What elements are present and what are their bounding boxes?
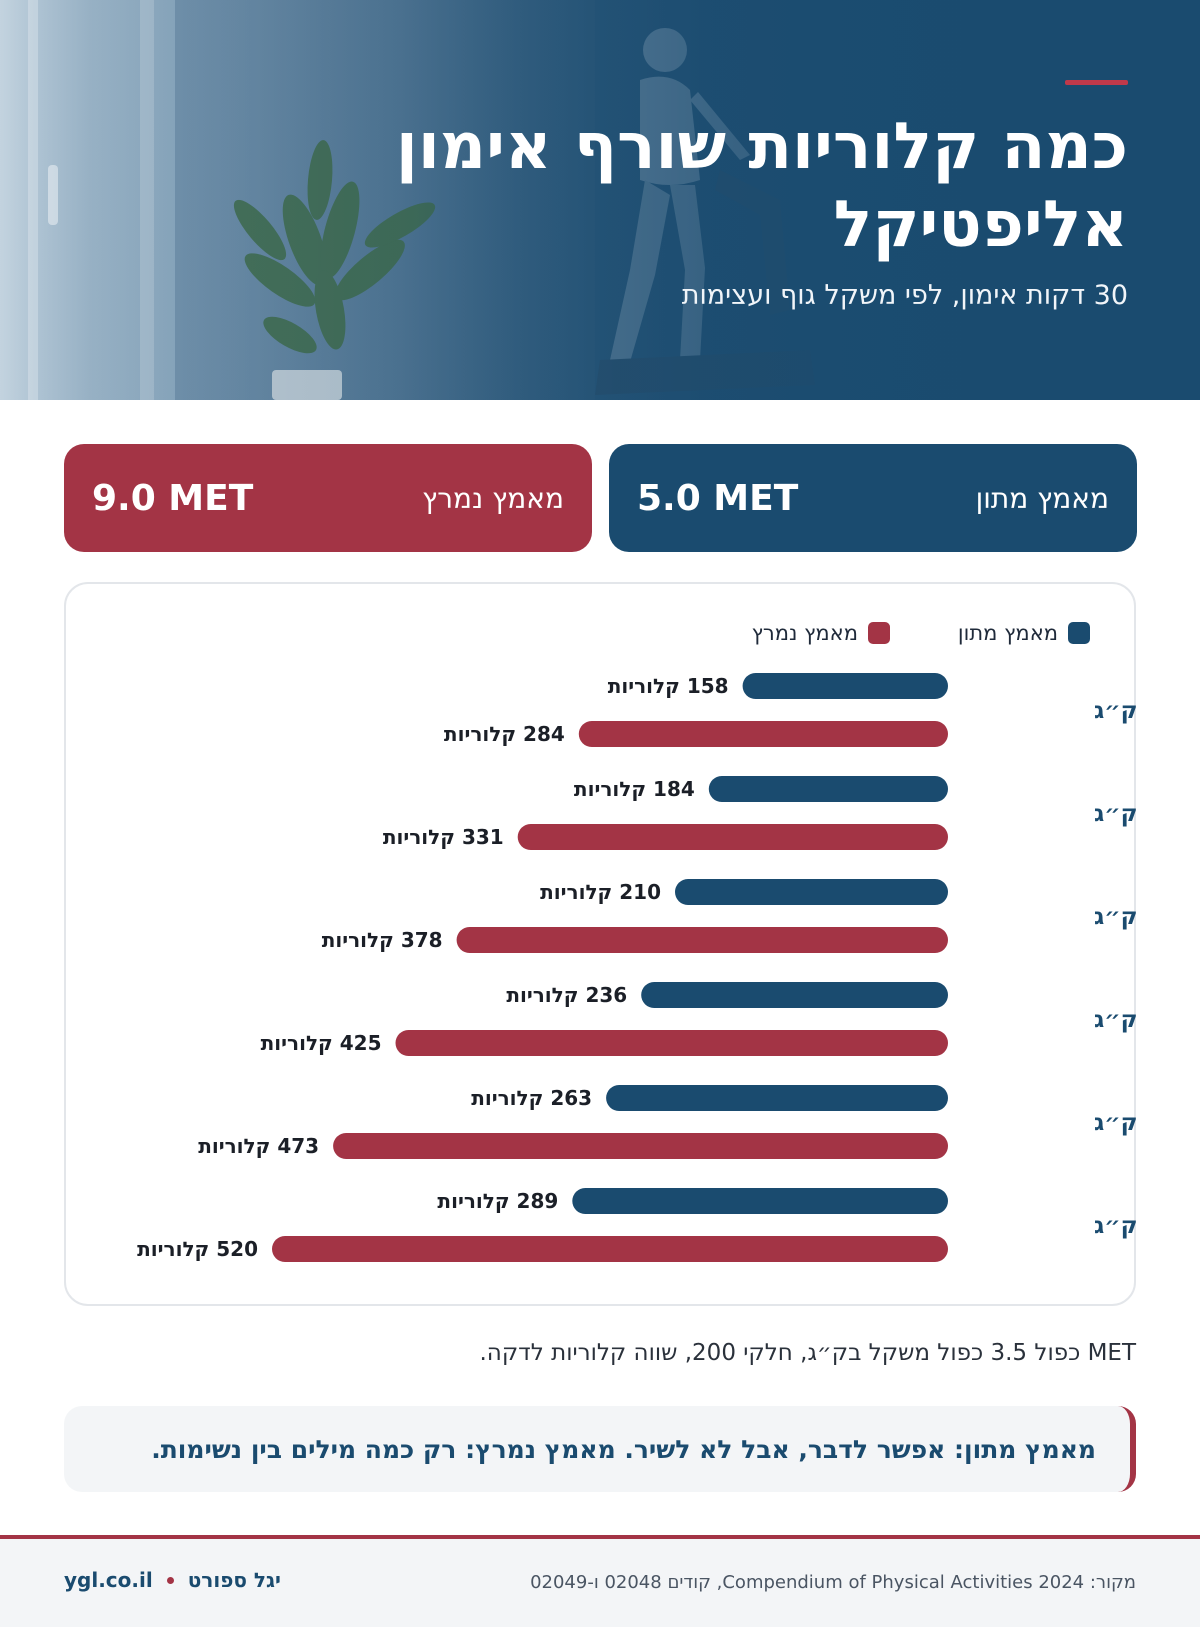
bar-value-label: 289 קלוריות (437, 1189, 558, 1213)
category-label: 60 ק״ג (1094, 698, 1136, 724)
legend-label-moderate: מאמץ מתון (957, 621, 1058, 645)
bar-vigorous (333, 1133, 949, 1159)
footer-site-link[interactable]: ygl.co.il (64, 1568, 153, 1592)
legend-item-moderate: מאמץ מתון (958, 620, 1090, 646)
bar-vigorous (578, 721, 948, 747)
legend-label-vigorous: מאמץ נמרץ (751, 621, 858, 645)
category-label: 70 ק״ג (1094, 801, 1136, 827)
page-title: כמה קלוריות שורף אימון אליפטיקל (395, 110, 1128, 262)
legend-item-vigorous: מאמץ נמרץ (752, 620, 890, 646)
bar-value-label: 184 קלוריות (574, 777, 695, 801)
hero-banner: כמה קלוריות שורף אימון אליפטיקל 30 דקות … (0, 0, 1200, 400)
bar-moderate (572, 1188, 948, 1214)
footer (0, 1539, 1200, 1627)
calorie-bar-chart: 60 ק״ג 158 קלוריות 284 קלוריות 70 ק״ג 184 קל… (137, 673, 1136, 1262)
title-accent-line (1065, 80, 1128, 85)
footer-brand-name: יגל ספורט (187, 1568, 281, 1592)
bar-value-label: 263 קלוריות (471, 1086, 592, 1110)
bar-value-label: 284 קלוריות (444, 722, 565, 746)
bar-vigorous (395, 1030, 948, 1056)
met-label-vigorous: מאמץ נמרץ (422, 481, 564, 515)
hero-overlay (0, 0, 1200, 400)
category-label: 80 ק״ג (1094, 904, 1136, 930)
bar-moderate (675, 879, 948, 905)
bar-value-label: 210 קלוריות (540, 880, 661, 904)
bar-moderate (742, 673, 948, 699)
bar-moderate (641, 982, 948, 1008)
met-value-vigorous: 9.0 MET (92, 477, 254, 519)
bar-vigorous (517, 824, 948, 850)
bar-value-label: 520 קלוריות (137, 1237, 258, 1261)
effort-tip-text: מאמץ מתון: אפשר לדבר, אבל לא לשיר. מאמץ … (151, 1434, 1096, 1464)
effort-tip-box: מאמץ מתון: אפשר לדבר, אבל לא לשיר. מאמץ … (64, 1406, 1136, 1492)
bar-value-label: 236 קלוריות (506, 983, 627, 1007)
bar-value-label: 473 קלוריות (198, 1134, 319, 1158)
footer-source: מקור: Compendium of Physical Activities … (530, 1572, 1136, 1593)
bar-vigorous (272, 1236, 948, 1262)
bar-value-label: 378 קלוריות (322, 928, 443, 952)
bar-moderate (606, 1085, 948, 1111)
bar-value-label: 425 קלוריות (261, 1031, 382, 1055)
category-label: 110 ק״ג (1094, 1213, 1136, 1239)
met-card-vigorous: 9.0 MET מאמץ נמרץ (64, 444, 592, 552)
met-value-moderate: 5.0 MET (637, 477, 799, 519)
bar-value-label: 331 קלוריות (383, 825, 504, 849)
met-card-moderate: 5.0 MET מאמץ מתון (609, 444, 1137, 552)
legend-swatch-moderate (1068, 622, 1090, 644)
footer-separator-dot (166, 1576, 174, 1584)
bar-moderate (708, 776, 948, 802)
category-label: 90 ק״ג (1094, 1007, 1136, 1033)
footer-brand: ygl.co.il יגל ספורט (64, 1568, 281, 1592)
category-label: 100 ק״ג (1094, 1110, 1136, 1136)
formula-note: MET כפול 3.5 כפול משקל בק״ג, חלקי 200, ש… (479, 1340, 1136, 1366)
bar-vigorous (456, 927, 948, 953)
met-label-moderate: מאמץ מתון (975, 481, 1109, 515)
legend-swatch-vigorous (868, 622, 890, 644)
footer-divider (0, 1535, 1200, 1539)
bar-value-label: 158 קלוריות (608, 674, 729, 698)
page-subtitle: 30 דקות אימון, לפי משקל גוף ועצימות (681, 280, 1128, 311)
